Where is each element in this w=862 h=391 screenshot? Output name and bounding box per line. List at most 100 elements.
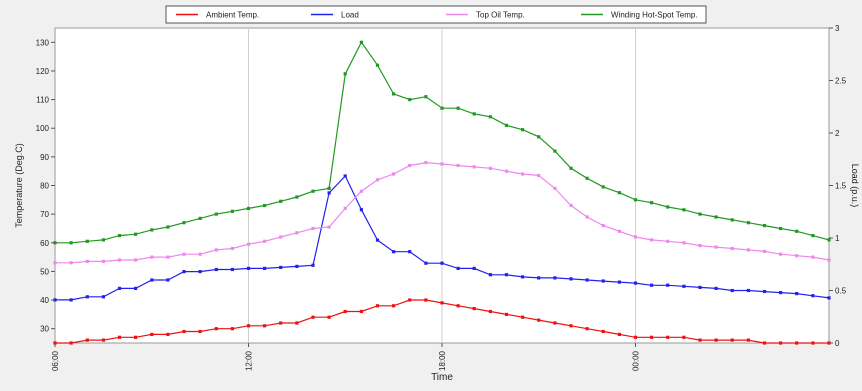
data-point xyxy=(650,283,654,287)
data-point xyxy=(424,298,428,302)
data-point xyxy=(392,304,396,308)
data-point xyxy=(730,218,734,222)
data-point xyxy=(166,255,170,259)
data-point xyxy=(682,284,686,288)
series-top-oil-temp xyxy=(53,161,831,265)
data-point xyxy=(295,321,299,325)
data-point xyxy=(117,234,122,238)
data-point xyxy=(408,250,412,254)
data-point xyxy=(650,238,654,242)
data-point xyxy=(311,263,315,267)
data-point xyxy=(359,309,363,314)
data-point xyxy=(359,189,363,193)
data-point xyxy=(134,286,138,290)
data-point xyxy=(472,165,476,169)
data-point xyxy=(53,261,57,265)
data-point xyxy=(214,267,218,272)
data-point xyxy=(762,289,767,294)
y2-tick-label: 0 xyxy=(835,339,840,348)
data-point xyxy=(633,235,638,239)
data-point xyxy=(375,238,380,242)
data-point xyxy=(69,298,73,302)
data-point xyxy=(343,72,347,76)
data-point xyxy=(601,224,605,228)
data-point xyxy=(585,327,589,331)
data-point xyxy=(392,250,396,254)
data-point xyxy=(682,208,686,212)
data-point xyxy=(392,92,396,96)
data-point xyxy=(456,266,460,270)
x-tick-label: 00:00 xyxy=(632,350,641,371)
data-point xyxy=(440,261,444,265)
data-point xyxy=(150,278,154,282)
data-point xyxy=(69,261,73,265)
data-point xyxy=(198,252,202,256)
data-point xyxy=(569,324,573,328)
data-point xyxy=(811,341,815,345)
data-point xyxy=(230,246,234,251)
data-point xyxy=(182,221,186,225)
y-tick-label: 30 xyxy=(40,325,49,334)
data-point xyxy=(198,216,202,220)
data-point xyxy=(537,173,541,178)
data-point xyxy=(69,241,73,245)
data-point xyxy=(553,149,557,153)
data-point xyxy=(746,288,750,293)
data-point xyxy=(375,63,380,67)
data-point xyxy=(85,239,89,243)
data-point xyxy=(343,206,347,210)
data-point xyxy=(488,273,492,277)
y2-axis-title: Load (p.u.) xyxy=(850,164,860,208)
data-point xyxy=(666,283,670,287)
data-point xyxy=(117,258,122,262)
data-point xyxy=(779,226,783,231)
data-point xyxy=(795,229,799,233)
data-point xyxy=(504,123,509,127)
data-point xyxy=(617,280,621,284)
y-tick-label: 100 xyxy=(36,124,50,133)
data-point xyxy=(424,261,428,265)
data-point xyxy=(537,318,541,322)
data-point xyxy=(134,335,138,339)
legend: Ambient Temp. Load Top Oil Temp. Winding Ho… xyxy=(165,5,707,24)
series-layer xyxy=(53,40,831,345)
data-point xyxy=(779,341,783,345)
data-point xyxy=(682,335,686,339)
data-point xyxy=(69,341,73,345)
data-point xyxy=(230,209,234,213)
data-point xyxy=(601,279,605,283)
data-point xyxy=(714,215,718,219)
data-point xyxy=(327,186,331,190)
data-point xyxy=(472,112,476,116)
x-tick-label: 18:00 xyxy=(438,350,447,371)
data-point xyxy=(214,248,218,252)
data-point xyxy=(408,298,412,302)
data-point xyxy=(633,281,638,285)
data-point xyxy=(214,327,218,331)
data-point xyxy=(827,296,831,300)
data-point xyxy=(488,309,492,314)
legend-label: Ambient Temp. xyxy=(206,11,259,20)
data-point xyxy=(182,329,186,334)
data-point xyxy=(101,259,105,263)
y2-tick-label: 3 xyxy=(835,24,840,33)
data-point xyxy=(279,235,283,239)
data-point xyxy=(504,273,509,277)
axes-layer: 06:00 12:00 18:00 00:0030405060708090100110… xyxy=(14,24,860,383)
data-point xyxy=(521,275,525,279)
data-point xyxy=(166,225,170,229)
data-point xyxy=(101,295,105,299)
data-point xyxy=(666,335,670,339)
data-point xyxy=(263,324,267,328)
data-point xyxy=(714,286,718,290)
grid-lines xyxy=(248,28,636,343)
data-point xyxy=(811,234,815,238)
x-tick-label: 06:00 xyxy=(51,350,60,371)
data-point xyxy=(779,252,783,256)
data-point xyxy=(585,278,589,282)
legend-label: Winding Hot-Spot Temp. xyxy=(611,11,698,20)
data-point xyxy=(537,135,541,139)
data-point xyxy=(488,166,492,170)
data-point xyxy=(730,246,734,251)
data-point xyxy=(682,241,686,245)
